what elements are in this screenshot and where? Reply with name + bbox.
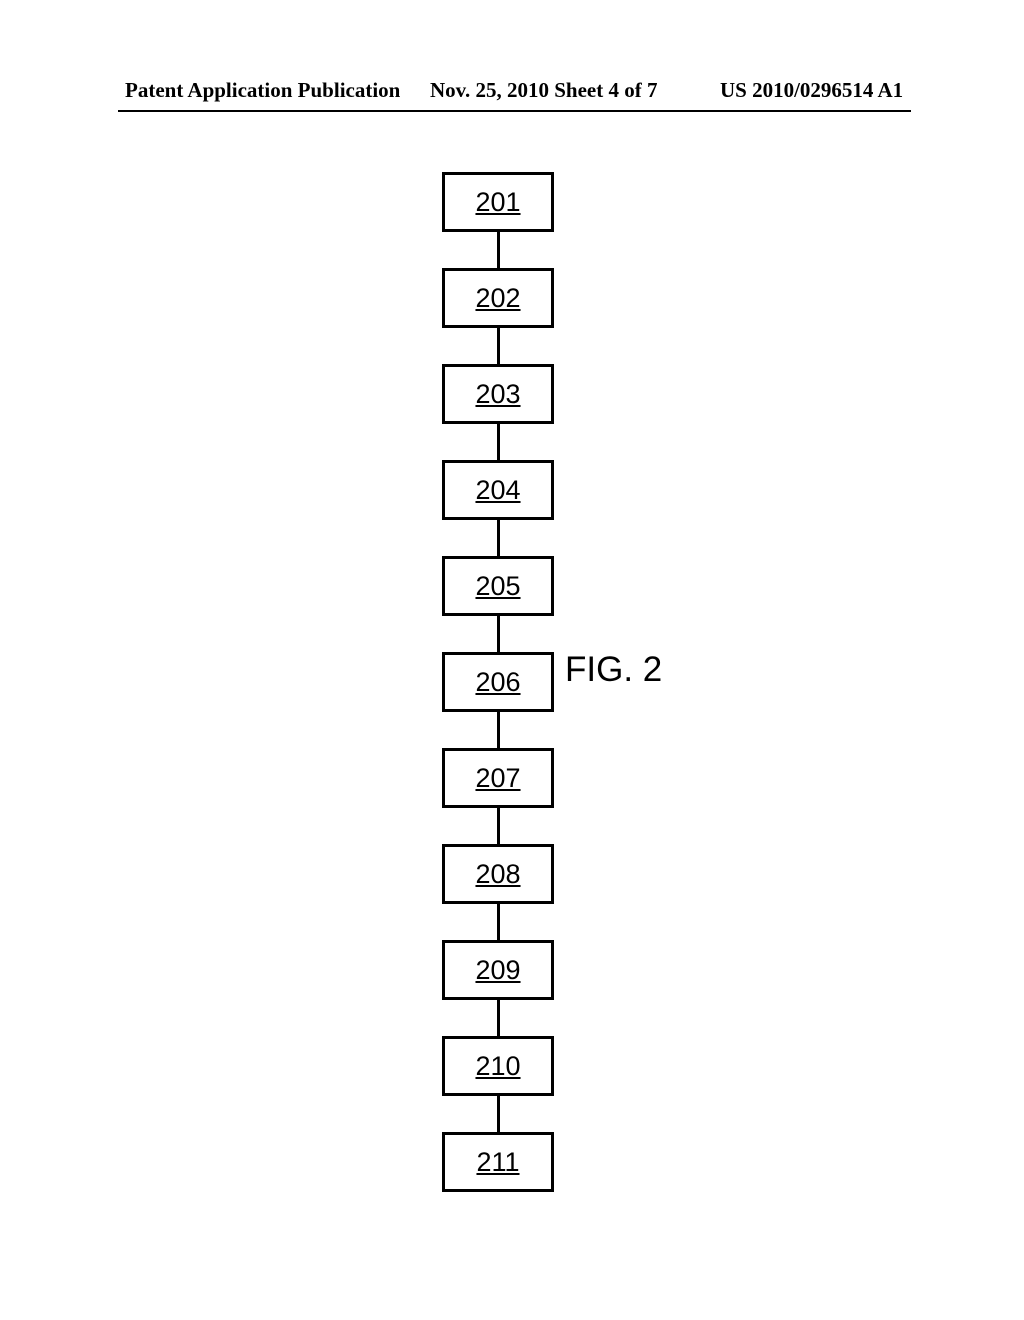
header-rule	[118, 110, 911, 112]
flowchart-node-label: 208	[475, 859, 520, 890]
flowchart-node-label: 204	[475, 475, 520, 506]
flowchart-node-label: 203	[475, 379, 520, 410]
figure-label: FIG. 2	[565, 650, 662, 690]
flowchart-node: 206	[442, 652, 554, 712]
flowchart: 201 202 203 204 205 206 207 208 209 210 211	[442, 172, 554, 1192]
flowchart-node: 204	[442, 460, 554, 520]
header-right-text: US 2010/0296514 A1	[720, 78, 903, 103]
flowchart-node: 201	[442, 172, 554, 232]
header-left-text: Patent Application Publication	[125, 78, 400, 103]
flowchart-connector	[497, 712, 500, 748]
flowchart-connector	[497, 616, 500, 652]
flowchart-node: 207	[442, 748, 554, 808]
flowchart-connector	[497, 232, 500, 268]
flowchart-node-label: 206	[475, 667, 520, 698]
flowchart-node-label: 207	[475, 763, 520, 794]
flowchart-connector	[497, 520, 500, 556]
flowchart-node: 211	[442, 1132, 554, 1192]
flowchart-node-label: 201	[475, 187, 520, 218]
header-center-text: Nov. 25, 2010 Sheet 4 of 7	[430, 78, 658, 103]
flowchart-connector	[497, 904, 500, 940]
flowchart-node: 208	[442, 844, 554, 904]
flowchart-node: 210	[442, 1036, 554, 1096]
flowchart-node-label: 202	[475, 283, 520, 314]
flowchart-connector	[497, 1096, 500, 1132]
flowchart-node: 202	[442, 268, 554, 328]
flowchart-node-label: 209	[475, 955, 520, 986]
flowchart-connector	[497, 328, 500, 364]
flowchart-node-label: 205	[475, 571, 520, 602]
flowchart-node: 209	[442, 940, 554, 1000]
flowchart-node: 205	[442, 556, 554, 616]
page: Patent Application Publication Nov. 25, …	[0, 0, 1024, 1320]
flowchart-node: 203	[442, 364, 554, 424]
flowchart-connector	[497, 1000, 500, 1036]
flowchart-node-label: 210	[475, 1051, 520, 1082]
flowchart-connector	[497, 808, 500, 844]
flowchart-connector	[497, 424, 500, 460]
flowchart-node-label: 211	[476, 1147, 519, 1178]
